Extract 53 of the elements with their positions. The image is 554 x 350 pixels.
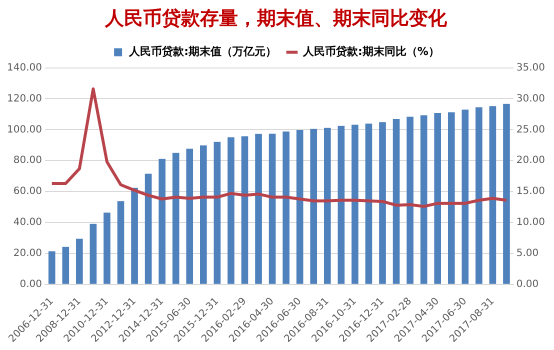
bar [296,130,304,284]
bar [90,224,97,284]
bar [62,246,70,284]
bar [310,128,318,284]
bar [282,132,290,284]
bar [186,148,194,284]
bar [365,124,372,284]
legend-label: 人民币贷款:期末同比（%） [302,45,440,58]
bar [228,137,234,284]
bar [420,115,428,284]
bar [448,112,455,284]
y2-tick-label: 20.00 [516,155,546,166]
bar [352,124,358,284]
chart-title: 人民币贷款存量，期末值、期末同比变化 [104,7,448,30]
y-tick-label: 120.00 [6,93,42,104]
bar [172,152,180,284]
bar [117,201,124,284]
bar [503,104,510,284]
y-tick-label: 60.00 [13,186,42,198]
bar [406,116,414,284]
bar [338,126,345,284]
y-tick-label: 100.00 [6,124,42,136]
bar [476,107,482,284]
bar [392,119,400,284]
bar [255,134,262,284]
bar [214,142,221,284]
y-tick-label: 80.00 [13,155,42,166]
y2-tick-label: 30.00 [516,93,546,104]
bar [200,145,207,284]
bar [324,128,331,284]
y-tick-label: 0.00 [20,279,42,290]
bar [462,110,469,284]
bar [379,122,386,284]
y2-tick-label: 15.00 [516,186,546,198]
y-tick-label: 40.00 [13,217,42,228]
bar [104,212,110,284]
y2-tick-label: 5.00 [516,248,539,260]
y2-tick-label: 10.00 [516,217,546,228]
bar [158,158,166,284]
y2-tick-label: 25.00 [516,124,546,136]
legend-label: 人民币贷款:期末值（万亿元） [128,45,276,58]
y2-tick-label: 35.00 [516,62,546,74]
bar [76,238,83,284]
bar [489,106,496,284]
y-tick-label: 140.00 [6,62,42,74]
y2-tick-label: 0.00 [516,279,539,290]
bar [268,134,276,284]
bar [434,112,442,284]
y-tick-label: 20.00 [13,248,42,260]
bar [131,188,138,284]
bar [48,251,56,284]
bar [144,174,152,284]
bar [241,136,248,284]
